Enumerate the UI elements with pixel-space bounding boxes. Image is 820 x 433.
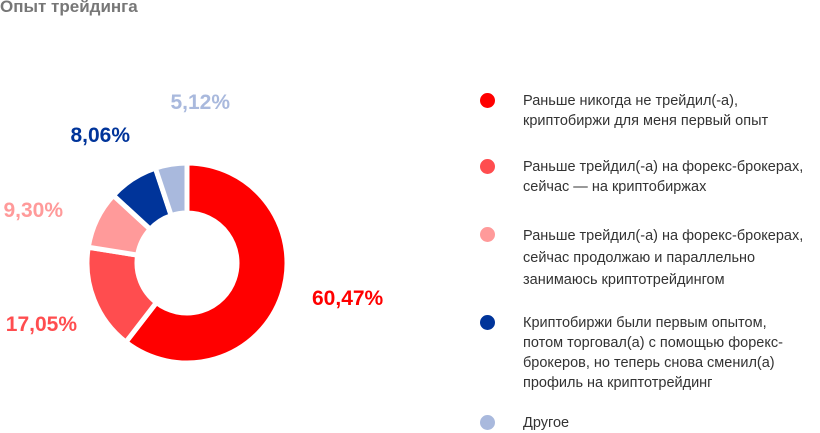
- legend-marker-icon: [480, 315, 495, 330]
- legend-item: Раньше трейдил(-а) на форекс-брокерах, с…: [478, 225, 803, 291]
- data-label: 17,05%: [6, 313, 78, 336]
- data-label: 5,12%: [170, 91, 230, 114]
- donut-chart: 60,47% 17,05% 9,30% 8,06% 5,12%: [3, 91, 384, 366]
- legend-label: Криптобиржи были первым опытом, потом то…: [523, 315, 783, 391]
- data-label: 8,06%: [70, 124, 130, 147]
- legend-item: Раньше никогда не трейдил(-а), криптобир…: [478, 91, 768, 131]
- donut-slice: [122, 160, 290, 366]
- data-label: 60,47%: [312, 287, 384, 310]
- legend-marker-icon: [480, 227, 495, 242]
- legend-label: Раньше трейдил(-а) на форекс-брокерах, с…: [523, 228, 804, 288]
- chart-title: Опыт трейдинга: [0, 0, 138, 16]
- legend-item: Криптобиржи были первым опытом, потом то…: [478, 313, 783, 393]
- legend-marker-icon: [480, 93, 495, 108]
- donut-slice: [152, 160, 190, 219]
- legend-marker-icon: [480, 159, 495, 174]
- legend-label: Другое: [523, 415, 570, 431]
- legend-label: Раньше никогда не трейдил(-а), криптобир…: [523, 93, 769, 129]
- data-label: 9,30%: [3, 199, 63, 222]
- legend-label: Раньше трейдил(-а) на форекс-брокерах, с…: [523, 159, 804, 195]
- legend-item: Другое: [478, 413, 569, 433]
- legend-item: Раньше трейдил(-а) на форекс-брокерах, с…: [478, 157, 803, 197]
- legend-marker-icon: [480, 415, 495, 430]
